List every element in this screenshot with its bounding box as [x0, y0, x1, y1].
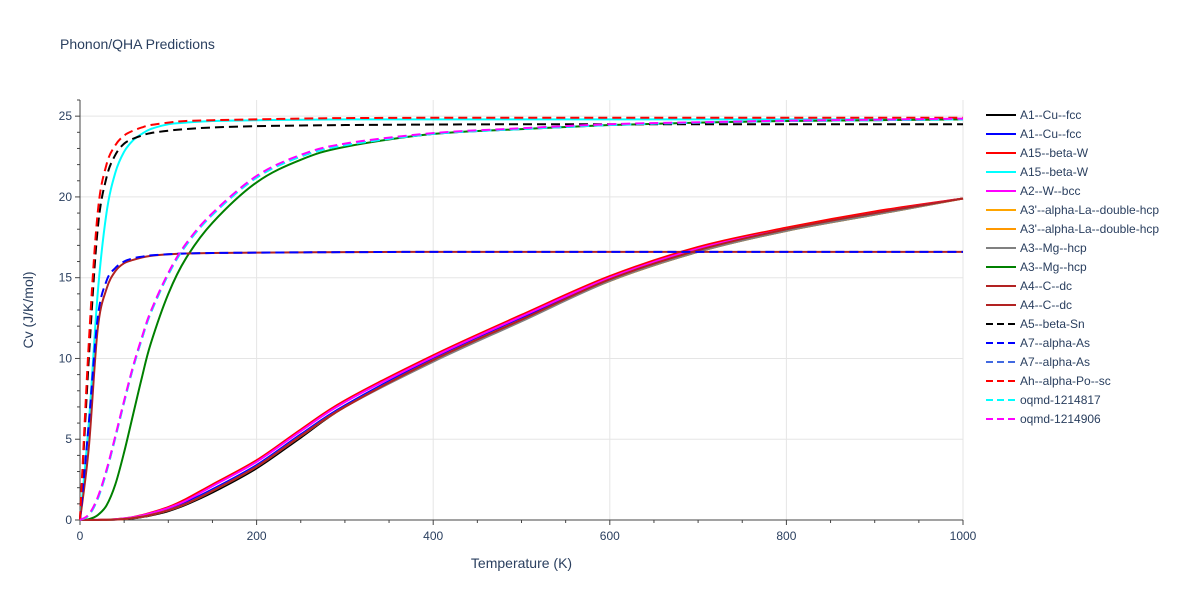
legend-label: A3--Mg--hcp — [1020, 259, 1087, 274]
x-tick-label: 600 — [600, 529, 620, 543]
legend-item[interactable]: A3--Mg--hcp — [984, 238, 1159, 257]
legend-swatch — [986, 417, 1016, 420]
legend-swatch — [986, 379, 1016, 382]
y-tick-label: 5 — [65, 432, 72, 446]
series-line-6 — [80, 197, 964, 522]
legend-label: A15--beta-W — [1020, 164, 1089, 179]
legend-label: oqmd-1214817 — [1020, 392, 1101, 407]
legend-label: A15--beta-W — [1020, 145, 1089, 160]
legend-swatch — [986, 398, 1016, 401]
legend-label: Ah--alpha-Po--sc — [1020, 373, 1111, 388]
legend-item[interactable]: A5--beta-Sn — [984, 314, 1159, 333]
legend[interactable]: A1--Cu--fcc A1--Cu--fcc A15--beta-W A15--be… — [984, 105, 1159, 428]
legend-swatch — [986, 113, 1016, 116]
legend-swatch — [986, 265, 1016, 268]
series-line-15 — [79, 116, 963, 521]
y-axis-title: Cv (J/K/mol) — [20, 272, 36, 349]
legend-item[interactable]: A1--Cu--fcc — [984, 124, 1159, 143]
legend-swatch — [986, 208, 1016, 211]
y-tick-label: 20 — [59, 190, 73, 204]
y-tick-label: 10 — [59, 351, 73, 365]
x-axis-title: Temperature (K) — [471, 555, 572, 571]
legend-item[interactable]: A3--Mg--hcp — [984, 257, 1159, 276]
series-line-2 — [80, 197, 964, 522]
legend-item[interactable]: A3'--alpha-La--double-hcp — [984, 200, 1159, 219]
legend-label: A3--Mg--hcp — [1020, 240, 1087, 255]
series-line-7 — [80, 197, 964, 522]
legend-label: A3'--alpha-La--double-hcp — [1020, 202, 1160, 217]
y-tick-label: 0 — [65, 513, 72, 527]
x-tick-label: 200 — [247, 529, 267, 543]
x-tick-label: 800 — [776, 529, 796, 543]
series-line-12 — [79, 123, 963, 521]
legend-item[interactable]: A7--alpha-As — [984, 333, 1159, 352]
legend-label: A7--alpha-As — [1020, 354, 1091, 369]
legend-item[interactable]: A4--C--dc — [984, 295, 1159, 314]
legend-label: A1--Cu--fcc — [1020, 107, 1082, 122]
legend-swatch — [986, 151, 1016, 154]
legend-label: A7--alpha-As — [1020, 335, 1091, 350]
legend-item[interactable]: A1--Cu--fcc — [984, 105, 1159, 124]
legend-item[interactable]: A3'--alpha-La--double-hcp — [984, 219, 1159, 238]
legend-item[interactable]: oqmd-1214817 — [984, 390, 1159, 409]
legend-label: oqmd-1214906 — [1020, 411, 1101, 426]
legend-label: A1--Cu--fcc — [1020, 126, 1082, 141]
legend-swatch — [986, 322, 1016, 325]
x-tick-label: 0 — [77, 529, 84, 543]
legend-item[interactable]: oqmd-1214906 — [984, 409, 1159, 428]
series-line-17 — [79, 117, 964, 521]
legend-swatch — [986, 284, 1016, 287]
legend-item[interactable]: A7--alpha-As — [984, 352, 1159, 371]
legend-swatch — [986, 246, 1016, 249]
legend-swatch — [986, 227, 1016, 230]
legend-swatch — [986, 132, 1016, 135]
legend-label: A4--C--dc — [1020, 297, 1073, 312]
series-line-10 — [80, 197, 964, 522]
legend-swatch — [986, 170, 1016, 173]
legend-label: A2--W--bcc — [1020, 183, 1081, 198]
series-line-3 — [79, 197, 964, 522]
legend-item[interactable]: A4--C--dc — [984, 276, 1159, 295]
chart-title: Phonon/QHA Predictions — [60, 36, 215, 52]
y-tick-label: 15 — [59, 271, 73, 285]
legend-swatch — [986, 303, 1016, 306]
y-tick-label: 25 — [59, 109, 73, 123]
legend-item[interactable]: A15--beta-W — [984, 143, 1159, 162]
x-tick-label: 400 — [423, 529, 443, 543]
series-line-1 — [80, 197, 964, 522]
legend-item[interactable]: A2--W--bcc — [984, 181, 1159, 200]
series-line-5 — [79, 197, 964, 522]
series-line-8 — [80, 197, 964, 522]
x-tick-label: 1000 — [950, 529, 977, 543]
legend-item[interactable]: Ah--alpha-Po--sc — [984, 371, 1159, 390]
series-line-13 — [79, 250, 963, 521]
legend-swatch — [986, 341, 1016, 344]
series-line-11 — [79, 250, 963, 521]
legend-label: A3'--alpha-La--double-hcp — [1020, 221, 1160, 236]
legend-swatch — [986, 189, 1016, 192]
legend-item[interactable]: A15--beta-W — [984, 162, 1159, 181]
legend-label: A4--C--dc — [1020, 278, 1073, 293]
legend-swatch — [986, 360, 1016, 363]
legend-label: A5--beta-Sn — [1020, 316, 1085, 331]
